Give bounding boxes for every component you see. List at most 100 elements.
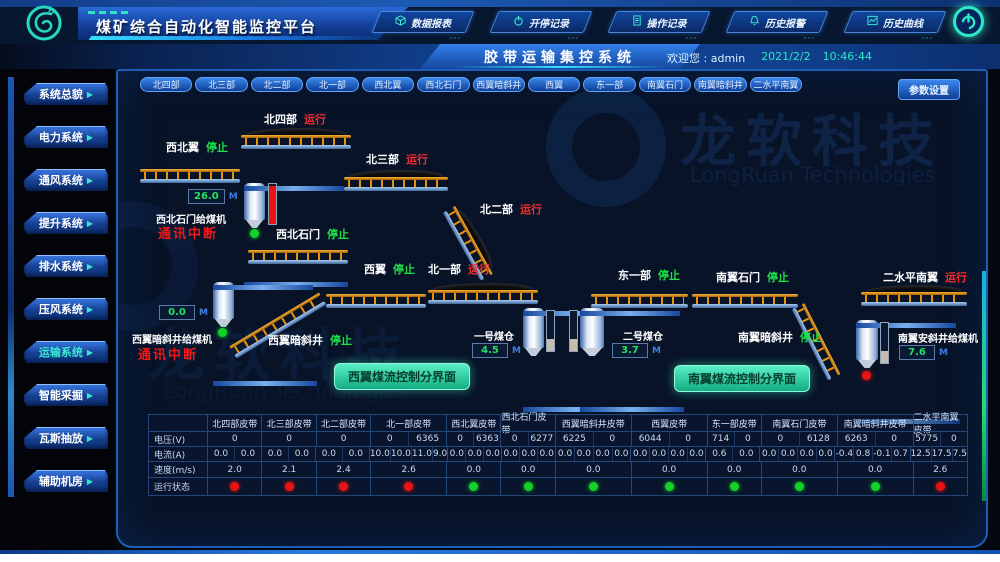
feeder-south-incline-level: 7.6 M <box>899 345 948 360</box>
sidebar-item-label: 排水系统 <box>38 260 83 273</box>
tab-belt-9[interactable]: 南翼石门 <box>638 77 692 92</box>
sidebar-item-label: 运输系统 <box>38 346 83 359</box>
nav-label: 操作记录 <box>646 18 687 30</box>
sidebar: 系统总貌 ▶ 电力系统 ▶ 通风系统 ▶ 提升系统 ▶ 排水系统 ▶ 压风系统 ▶ 运输系统 ▶ 智能采掘 ▶… <box>0 69 114 553</box>
chevron-right-icon: ▶ <box>86 89 94 99</box>
chevron-right-icon: ▶ <box>86 347 94 357</box>
panel-accent <box>982 271 986 501</box>
table-cell <box>261 478 315 495</box>
settings-button[interactable]: 参数设置 <box>898 79 960 100</box>
table-col-header: 北二部皮带 <box>315 415 370 431</box>
bunker2-levelbar <box>569 310 578 352</box>
nav-operation-record-button[interactable]: 操作记录 <box>607 11 711 33</box>
table-cell <box>630 478 707 495</box>
table-col-header: 南翼暗斜井皮带 <box>836 415 913 431</box>
status-dot-green <box>588 482 598 491</box>
table-cell: 6263 0 <box>836 432 913 446</box>
table-cell: 0 <box>261 432 315 446</box>
nav-history-curve-button[interactable]: 历史曲线 <box>843 11 947 33</box>
belt-label-north3: 北三部 运行 <box>366 153 428 166</box>
tab-belt-2[interactable]: 北二部 <box>250 77 304 92</box>
feeder-south-incline-label: 南翼安斜井给煤机 <box>898 334 978 345</box>
table-cell: 0 6128 <box>760 432 837 446</box>
table-cell: 0.0 0.0 <box>260 447 315 461</box>
tab-belt-11[interactable]: 二水平南翼 <box>749 77 803 92</box>
status-dot-red <box>404 482 414 491</box>
tab-belt-1[interactable]: 北三部 <box>195 77 248 92</box>
table-col-header: 东一部皮带 <box>706 415 761 431</box>
sidebar-item-label: 系统总貌 <box>38 88 83 101</box>
table-cell: 0.0 0.0 <box>207 447 261 461</box>
belt-label-north1: 北一部 运行 <box>428 263 490 276</box>
sidebar-item-8[interactable]: 瓦斯抽放 ▶ <box>24 427 108 449</box>
status-dot-green <box>729 482 739 491</box>
table-cell <box>446 478 500 495</box>
nav-history-alarm-button[interactable]: 历史报警 <box>725 11 829 33</box>
table-row: 电压(V) 0 0 0 0 6365 0 6363 0 6277 6225 0 6044 0 714 0 0 61… <box>149 431 967 446</box>
main-panel: 龙软科技 LongRuan Technologies 龙软科技 LongRuan… <box>116 69 988 548</box>
table-cell: 12.5 17.5 7.5 <box>909 447 967 461</box>
sidebar-item-3[interactable]: 提升系统 ▶ <box>24 212 108 234</box>
sidebar-item-2[interactable]: 通风系统 ▶ <box>24 169 108 191</box>
tab-belt-6[interactable]: 西翼暗斜井 <box>472 77 525 92</box>
status-dot-green <box>794 482 804 491</box>
report-cube-icon <box>395 15 406 29</box>
nav-label: 历史报警 <box>765 18 805 30</box>
status-dot-red <box>284 482 294 491</box>
belt-measurement-table: 北四部皮带 北三部皮带 北二部皮带 北一部皮带 西北翼皮带 西北石门皮带 西翼暗斜井皮带 西翼… <box>148 413 968 496</box>
belt-label-east1: 东一部 停止 <box>618 269 680 282</box>
nav-startstop-record-button[interactable]: 开停记录 <box>489 11 593 33</box>
sidebar-item-5[interactable]: 压风系统 ▶ <box>24 298 108 320</box>
sidebar-item-label: 智能采掘 <box>38 389 83 402</box>
table-col-header: 南翼石门皮带 <box>760 415 837 431</box>
sidebar-item-4[interactable]: 排水系统 ▶ <box>24 255 108 277</box>
system-title: 胶带运输集控系统 <box>484 49 636 66</box>
table-cell: 0 <box>315 432 370 446</box>
table-cell: 0.0 <box>630 462 707 477</box>
status-dot-red <box>230 482 240 491</box>
west-flow-control-button[interactable]: 西翼煤流控制分界面 <box>334 363 471 390</box>
table-row-label: 速度(m/s) <box>154 466 196 476</box>
conveyor-east1 <box>591 287 688 308</box>
belt-label-northwest-wing: 西北翼 停止 <box>166 141 228 154</box>
alarm-bell-icon <box>749 15 760 29</box>
tab-belt-10[interactable]: 南翼暗斜井 <box>694 77 747 92</box>
feeder-south-incline-silo <box>856 320 960 424</box>
history-curve-icon <box>867 15 878 29</box>
table-row-label: 运行状态 <box>154 483 191 493</box>
table-cell: 0 <box>207 432 261 446</box>
system-title-banner: 胶带运输集控系统 <box>420 44 700 69</box>
feeder-west-incline-label: 西翼暗斜井给煤机 <box>132 335 212 346</box>
table-cell: 0 6363 <box>446 432 500 446</box>
nav-label: 开停记录 <box>529 18 569 30</box>
power-button[interactable] <box>953 6 984 37</box>
tab-belt-3[interactable]: 北一部 <box>306 77 359 92</box>
tab-belt-5[interactable]: 西北石门 <box>417 77 470 92</box>
table-row: 速度(m/s) 2.0 2.1 2.4 2.6 0.0 0.0 0.0 0.0 0.0 0.0 0.0… <box>149 461 967 477</box>
tab-belt-4[interactable]: 西北翼 <box>361 77 415 92</box>
sidebar-item-label: 通风系统 <box>38 174 83 187</box>
south-flow-control-button[interactable]: 南翼煤流控制分界面 <box>674 365 811 392</box>
table-cell: 0.0 0.0 0.0 0.0 <box>555 447 630 461</box>
tab-belt-8[interactable]: 东一部 <box>583 77 636 92</box>
sidebar-item-6[interactable]: 运输系统 ▶ <box>24 341 108 363</box>
chevron-right-icon: ▶ <box>86 304 94 314</box>
dragon-logo-icon <box>24 3 64 43</box>
table-cell <box>207 478 261 495</box>
sidebar-item-9[interactable]: 辅助机房 ▶ <box>24 470 108 492</box>
table-cell: 0.0 0.0 0.0 <box>447 447 501 461</box>
chevron-right-icon: ▶ <box>86 476 94 486</box>
sidebar-item-7[interactable]: 智能采掘 ▶ <box>24 384 108 406</box>
table-cell: 6225 0 <box>554 432 631 446</box>
tab-belt-0[interactable]: 北四部 <box>140 77 193 92</box>
sidebar-item-1[interactable]: 电力系统 ▶ <box>24 126 108 148</box>
sidebar-item-0[interactable]: 系统总貌 ▶ <box>24 83 108 105</box>
belt-label-north2: 北二部 运行 <box>480 203 542 216</box>
nav-data-report-button[interactable]: 数据报表 <box>371 11 475 33</box>
belt-label-north4: 北四部 运行 <box>264 113 326 126</box>
chevron-right-icon: ▶ <box>86 390 94 400</box>
tab-belt-7[interactable]: 西翼 <box>527 77 581 92</box>
bunker1-label: 一号煤仓 <box>474 332 514 343</box>
conveyor-north3 <box>344 170 448 191</box>
